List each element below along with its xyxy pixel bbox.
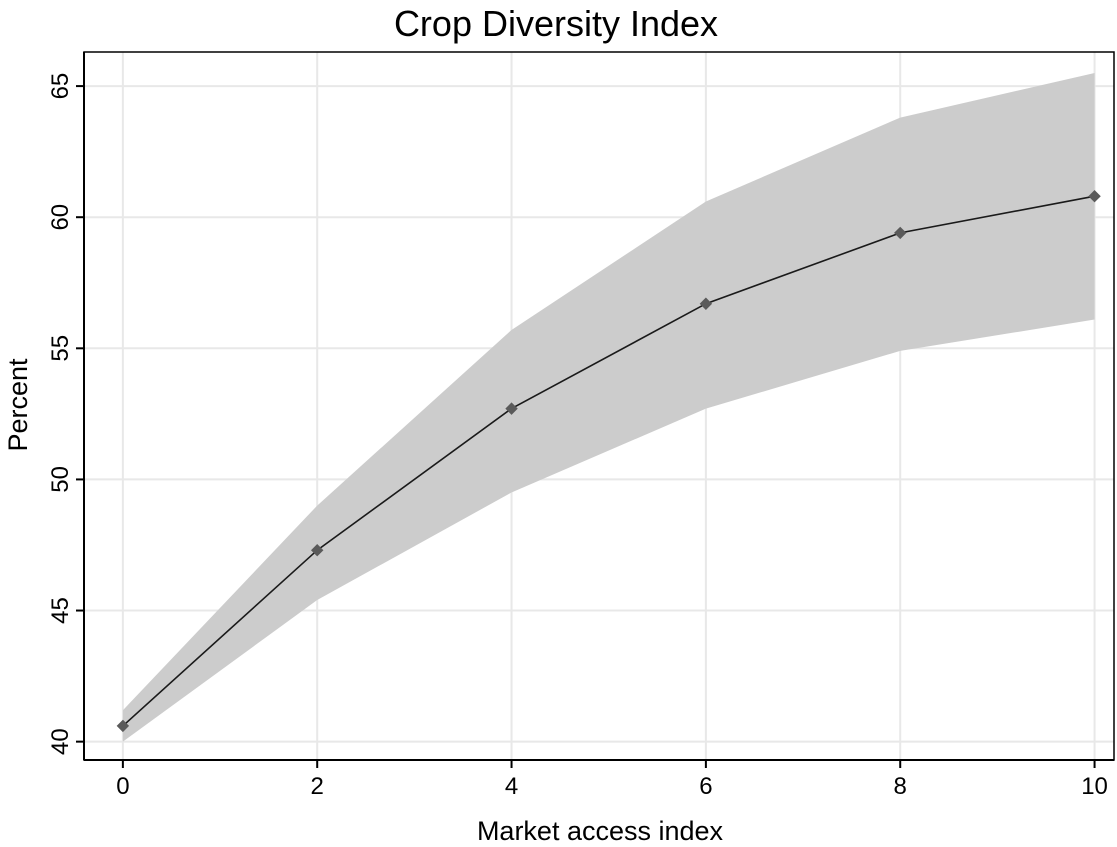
x-ticks: 0 2 4 6 8 10: [116, 760, 1108, 800]
data-point-marker: [1088, 190, 1101, 203]
x-tick-label: 4: [505, 773, 518, 800]
series-polyline: [122, 195, 1095, 727]
data-point-marker: [311, 544, 324, 557]
y-axis-label: Percent: [3, 358, 33, 452]
data-point-marker: [894, 226, 907, 240]
y-tick-label: 65: [47, 73, 74, 100]
y-tick-label: 45: [47, 597, 74, 624]
y-ticks: 40 45 50 55 60 65: [47, 73, 84, 755]
y-tick-label: 60: [47, 204, 74, 231]
x-axis-label: Market access index: [477, 816, 724, 846]
x-tick-label: 0: [116, 773, 129, 800]
series-markers: [116, 190, 1101, 733]
x-tick-label: 8: [894, 773, 907, 800]
series-line: [122, 195, 1095, 727]
y-tick-label: 40: [47, 728, 74, 755]
y-tick-label: 55: [47, 335, 74, 362]
confidence-band: [122, 73, 1095, 742]
x-tick-label: 6: [699, 773, 712, 800]
x-tick-label: 10: [1081, 773, 1108, 800]
data-point-marker: [505, 402, 518, 415]
x-tick-label: 2: [311, 773, 324, 800]
ci-band-area: [122, 73, 1095, 742]
y-tick-label: 50: [47, 466, 74, 493]
chart-title: Crop Diversity Index: [394, 3, 718, 44]
data-point-marker: [116, 719, 130, 733]
data-point-marker: [699, 297, 713, 310]
axes: [83, 51, 1115, 761]
